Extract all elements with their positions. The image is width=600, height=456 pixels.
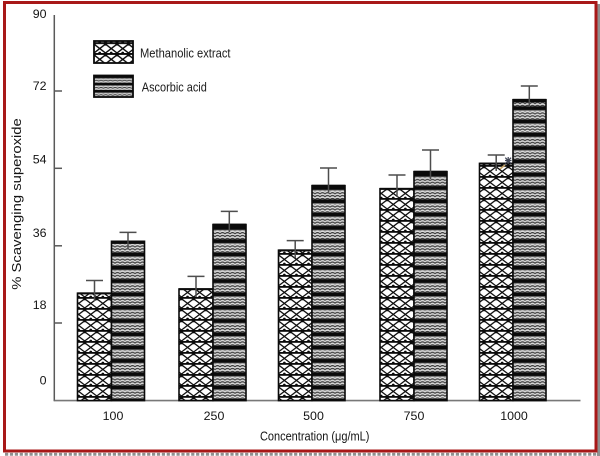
svg-text:18: 18 (33, 298, 47, 312)
svg-text:% Scavenging superoxide: % Scavenging superoxide (9, 118, 24, 290)
svg-text:0: 0 (40, 373, 47, 387)
svg-text:90: 90 (33, 7, 47, 21)
svg-text:Concentration (μg/mL): Concentration (μg/mL) (260, 428, 370, 443)
svg-text:Ascorbic acid: Ascorbic acid (142, 79, 207, 94)
svg-text:Methanolic extract: Methanolic extract (140, 45, 231, 60)
svg-text:54: 54 (33, 153, 47, 167)
svg-text:100: 100 (103, 409, 124, 423)
svg-text:1000: 1000 (500, 409, 528, 423)
svg-text:750: 750 (404, 409, 425, 423)
svg-text:72: 72 (33, 79, 47, 93)
svg-text:250: 250 (204, 409, 225, 423)
svg-text:36: 36 (33, 226, 47, 240)
svg-text:500: 500 (303, 409, 324, 423)
